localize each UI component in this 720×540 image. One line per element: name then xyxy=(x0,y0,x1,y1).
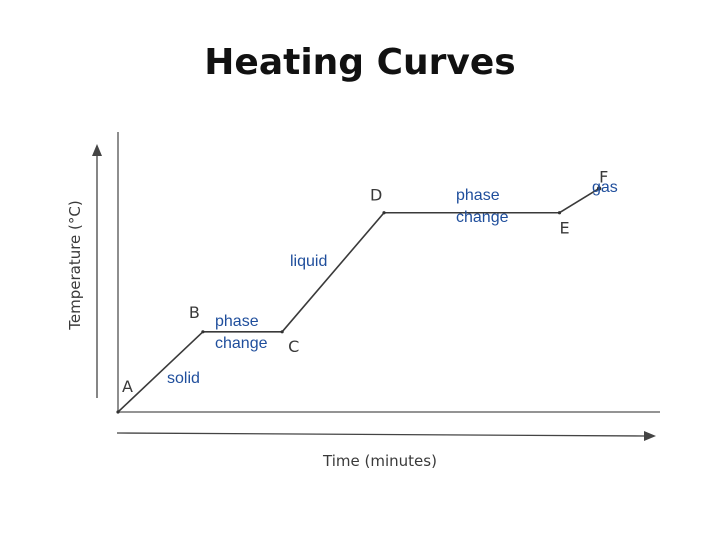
point-label-e: E xyxy=(559,219,569,238)
x-axis-label: Time (minutes) xyxy=(322,452,437,470)
slide-title: Heating Curves xyxy=(204,42,516,83)
point-label-a: A xyxy=(122,377,133,396)
x-axis-arrow xyxy=(116,432,647,437)
point-label-c: C xyxy=(288,337,299,356)
point-label-f: F xyxy=(599,167,608,186)
annotation-liquid: liquid xyxy=(290,253,327,270)
point-label-b: B xyxy=(189,303,200,322)
annotation-gas: gas xyxy=(592,179,618,196)
annotation-phase-change-melting: phase change xyxy=(215,313,268,352)
point-e xyxy=(557,211,562,215)
curve-segment-e-f xyxy=(559,187,600,214)
annotation-solid: solid xyxy=(167,370,200,387)
point-c xyxy=(280,330,284,334)
point-f xyxy=(596,186,602,191)
point-b xyxy=(201,330,205,334)
point-label-d: D xyxy=(370,186,382,205)
curve-segment-c-d xyxy=(281,212,385,333)
x-axis-arrowhead xyxy=(644,431,656,441)
y-axis-arrowhead xyxy=(92,144,102,156)
curve-segment-a-b xyxy=(117,331,204,413)
point-d xyxy=(382,211,386,215)
annotation-phase-change-boiling: phase change xyxy=(456,187,509,226)
y-axis-label: Temperature (°C) xyxy=(66,200,84,330)
point-a xyxy=(116,410,120,414)
